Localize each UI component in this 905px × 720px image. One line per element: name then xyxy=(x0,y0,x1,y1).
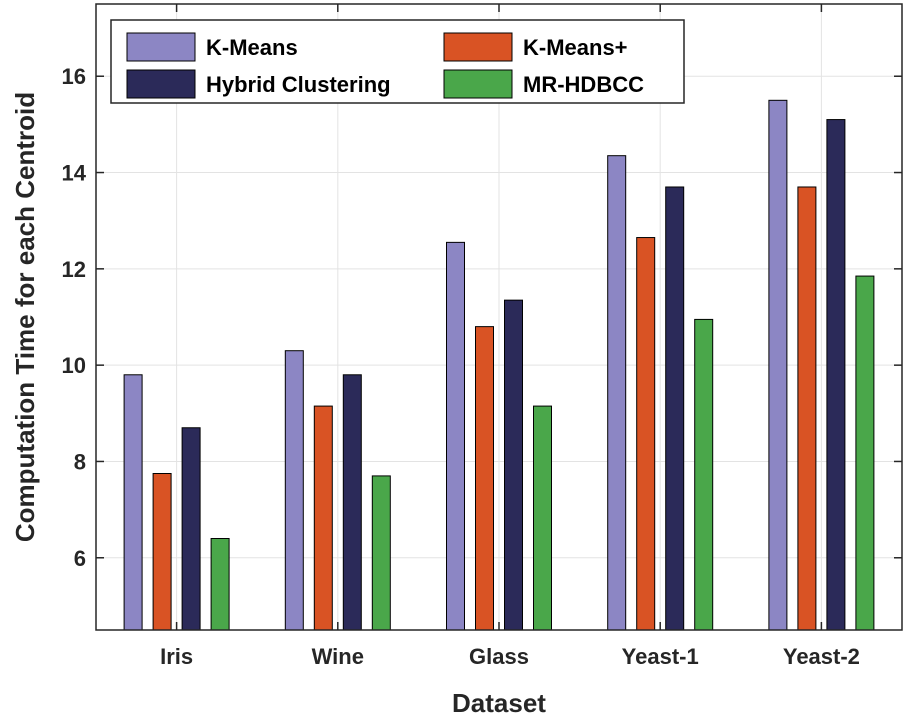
legend: K-Means K-Means+ Hybrid Clustering MR-HDBCC xyxy=(110,19,685,104)
legend-swatch-k-means xyxy=(126,32,196,62)
x-tick-label-yeast-1: Yeast-1 xyxy=(622,644,699,669)
legend-label-mr-hdbcc: MR-HDBCC xyxy=(523,72,644,97)
legend-swatch-hybrid-clustering xyxy=(126,69,196,99)
bar-hybrid-clustering-yeast-2 xyxy=(826,119,846,631)
x-axis-label: Dataset xyxy=(452,688,546,718)
x-tick-label-iris: Iris xyxy=(160,644,193,669)
y-tick-label-6: 6 xyxy=(74,546,86,571)
y-tick-label-16: 16 xyxy=(62,64,86,89)
bar-k-means-wine xyxy=(313,405,333,631)
bar-hybrid-clustering-wine xyxy=(342,374,362,631)
bar-k-means-wine xyxy=(284,350,304,631)
y-tick-label-10: 10 xyxy=(62,353,86,378)
legend-label-k-means: K-Means+ xyxy=(523,35,628,60)
bar-k-means-iris xyxy=(152,473,172,631)
bar-hybrid-clustering-yeast-1 xyxy=(665,186,685,631)
x-tick-label-yeast-2: Yeast-2 xyxy=(783,644,860,669)
x-tick-label-wine: Wine xyxy=(312,644,364,669)
bar-mr-hdbcc-wine xyxy=(371,475,391,631)
y-tick-label-12: 12 xyxy=(62,257,86,282)
bar-k-means-yeast-1 xyxy=(636,237,656,631)
bar-k-means-glass xyxy=(446,241,465,631)
bar-k-means-glass xyxy=(475,326,494,631)
bar-hybrid-clustering-iris xyxy=(181,427,201,631)
bar-k-means-iris xyxy=(123,374,143,631)
legend-label-k-means: K-Means xyxy=(206,35,298,60)
y-tick-label-14: 14 xyxy=(62,161,87,186)
bar-mr-hdbcc-glass xyxy=(533,405,552,631)
bar-hybrid-clustering-glass xyxy=(504,299,523,631)
y-axis-label: Computation Time for each Centroid xyxy=(10,92,40,542)
bar-k-means-yeast-1 xyxy=(607,155,627,631)
y-tick-label-8: 8 xyxy=(74,449,86,474)
legend-swatch-k-means xyxy=(443,32,513,62)
legend-swatch-mr-hdbcc xyxy=(443,69,513,99)
bar-k-means-yeast-2 xyxy=(768,99,788,631)
bar-mr-hdbcc-yeast-2 xyxy=(855,275,875,631)
bar-mr-hdbcc-iris xyxy=(210,538,230,631)
tick-layer: 6 8 10 12 14 16 Iris Wine Glass Yeast-1 Yeast-2 xyxy=(62,4,902,669)
bar-mr-hdbcc-yeast-1 xyxy=(694,318,714,631)
legend-label-hybrid-clustering: Hybrid Clustering xyxy=(206,72,391,97)
legend-box xyxy=(110,19,685,104)
x-tick-label-glass: Glass xyxy=(469,644,529,669)
bar-k-means-yeast-2 xyxy=(797,186,817,631)
